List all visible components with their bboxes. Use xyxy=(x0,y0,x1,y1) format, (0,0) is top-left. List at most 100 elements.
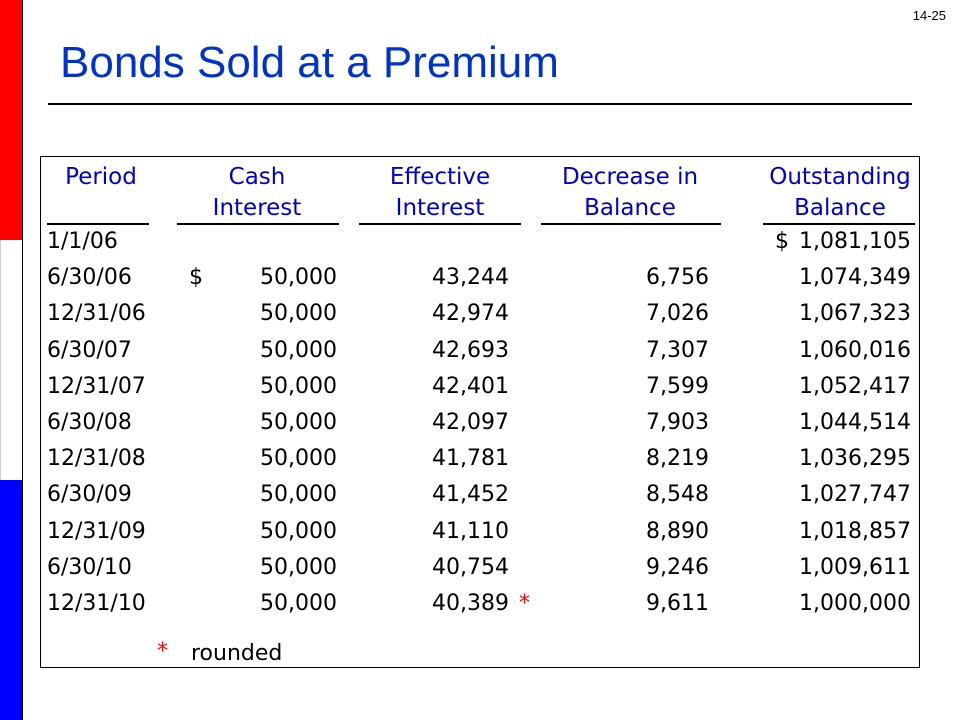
cell-mark xyxy=(519,261,535,294)
cell-cash-dollar xyxy=(189,225,209,258)
cell-period: 12/31/07 xyxy=(47,373,146,399)
left-stripe-white xyxy=(0,240,23,480)
cell-period: 6/30/09 xyxy=(47,482,132,508)
cell-decrease: 7,307 xyxy=(646,337,709,363)
cell-bal-dollar xyxy=(775,261,795,294)
header-cash-interest-underline xyxy=(177,223,339,225)
header-period-underline xyxy=(47,223,149,225)
cell-bal-dollar: $ xyxy=(775,229,789,254)
cell-decrease: 8,548 xyxy=(646,482,709,508)
cell-effective: 42,974 xyxy=(432,301,509,327)
cell-cash-dollar xyxy=(189,442,209,475)
cell-cash-dollar xyxy=(189,587,209,620)
header-outstanding-line1: Outstanding xyxy=(769,164,911,190)
cell-balance: 1,074,349 xyxy=(799,265,911,291)
cell-mark xyxy=(519,297,535,330)
header-decrease-line1: Decrease in xyxy=(561,164,699,190)
cell-decrease xyxy=(561,225,709,258)
cell-mark xyxy=(519,551,535,584)
cell-cash-dollar xyxy=(189,478,209,511)
cell-effective: 41,452 xyxy=(432,482,509,508)
cell-effective: 42,097 xyxy=(432,410,509,435)
header-cash-interest: Cash Interest xyxy=(177,162,337,224)
title-divider xyxy=(48,103,912,105)
cell-effective: 41,781 xyxy=(432,446,509,472)
cell-mark xyxy=(519,370,535,403)
left-stripe-blue xyxy=(0,480,22,720)
cell-balance: 1,036,295 xyxy=(799,446,911,472)
header-effective-interest-line2: Interest xyxy=(395,195,485,221)
cell-cash-dollar xyxy=(189,551,209,584)
cell-balance: 1,060,016 xyxy=(799,337,911,363)
page-title: Bonds Sold at a Premium xyxy=(60,38,559,87)
cell-period: 6/30/07 xyxy=(47,337,132,363)
cell-decrease: 9,611 xyxy=(646,591,709,616)
header-outstanding-balance: Outstanding Balance xyxy=(761,162,919,224)
cell-cash: 50,000 xyxy=(260,410,337,435)
cell-mark xyxy=(519,442,535,475)
header-effective-interest-underline xyxy=(359,223,521,225)
cell-decrease: 7,599 xyxy=(646,373,709,399)
cell-mark xyxy=(519,225,535,258)
cell-bal-dollar xyxy=(775,442,795,475)
header-cash-interest-line1: Cash xyxy=(228,164,286,190)
cell-cash-dollar xyxy=(189,515,209,548)
cell-bal-dollar xyxy=(775,587,795,620)
cell-period: 12/31/08 xyxy=(47,446,146,472)
cell-period: 1/1/06 xyxy=(47,229,118,254)
header-decrease-in-balance: Decrease in Balance xyxy=(541,162,719,224)
cell-cash: 50,000 xyxy=(260,482,337,508)
cell-cash-dollar: $ xyxy=(189,265,203,291)
cell-cash-dollar xyxy=(189,370,209,403)
left-stripe-edge xyxy=(22,0,23,720)
cell-balance: 1,018,857 xyxy=(799,518,911,544)
header-outstanding-underline xyxy=(763,223,915,225)
cell-decrease: 9,246 xyxy=(646,554,709,580)
cell-cash: 50,000 xyxy=(260,301,337,327)
cell-cash: 50,000 xyxy=(260,591,337,616)
cell-cash-dollar xyxy=(189,297,209,330)
cell-decrease: 8,890 xyxy=(646,518,709,544)
cell-period: 6/30/08 xyxy=(47,410,132,435)
cell-cash: 50,000 xyxy=(260,554,337,580)
header-period: Period xyxy=(41,162,161,193)
cell-mark xyxy=(519,406,535,439)
cell-effective: 43,244 xyxy=(432,265,509,291)
footnote-asterisk: * xyxy=(157,639,168,664)
cell-effective: 42,693 xyxy=(432,337,509,363)
cell-balance: 1,052,417 xyxy=(799,373,911,399)
cell-mark: * xyxy=(519,591,530,616)
header-decrease-underline xyxy=(541,223,721,225)
cell-period: 12/31/09 xyxy=(47,518,146,544)
cell-effective: 40,389 xyxy=(432,591,509,616)
cell-cash: 50,000 xyxy=(260,518,337,544)
cell-effective: 42,401 xyxy=(432,373,509,399)
cell-balance: 1,044,514 xyxy=(799,410,911,435)
cell-cash xyxy=(211,225,337,258)
cell-bal-dollar xyxy=(775,478,795,511)
amortization-table: Period Cash Interest Effective Interest … xyxy=(40,156,920,668)
cell-bal-dollar xyxy=(775,406,795,439)
cell-bal-dollar xyxy=(775,515,795,548)
cell-balance: 1,081,105 xyxy=(799,229,911,254)
header-period-line2: Period xyxy=(65,164,137,190)
cell-decrease: 7,903 xyxy=(646,410,709,435)
cell-period: 6/30/10 xyxy=(47,554,132,580)
cell-balance: 1,009,611 xyxy=(799,554,911,580)
cell-mark xyxy=(519,515,535,548)
cell-effective: 40,754 xyxy=(432,554,509,580)
cell-balance: 1,067,323 xyxy=(799,301,911,327)
cell-balance: 1,000,000 xyxy=(799,591,911,616)
cell-bal-dollar xyxy=(775,551,795,584)
cell-cash: 50,000 xyxy=(260,265,337,291)
cell-cash: 50,000 xyxy=(260,446,337,472)
cell-bal-dollar xyxy=(775,370,795,403)
cell-bal-dollar xyxy=(775,297,795,330)
cell-period: 12/31/06 xyxy=(47,301,146,327)
cell-period: 12/31/10 xyxy=(47,591,146,616)
cell-cash-dollar xyxy=(189,406,209,439)
cell-cash: 50,000 xyxy=(260,373,337,399)
header-decrease-line2: Balance xyxy=(584,195,676,221)
cell-effective: 41,110 xyxy=(432,518,509,544)
slide-number: 14-25 xyxy=(912,8,946,23)
